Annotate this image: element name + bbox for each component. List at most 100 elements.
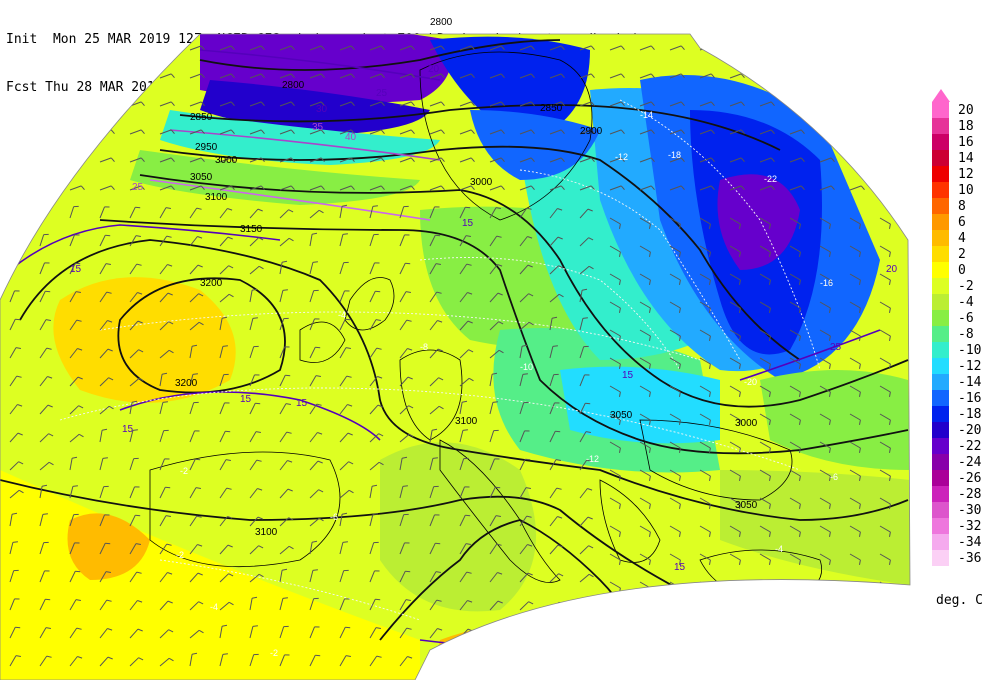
wind-barb xyxy=(819,301,831,309)
wind-barb-flag xyxy=(770,45,775,51)
wind-barb-flag xyxy=(769,587,771,593)
legend-swatch xyxy=(932,262,949,278)
wind-barb xyxy=(669,385,681,393)
wind-barb-flag xyxy=(799,503,801,509)
wind-barb xyxy=(699,101,712,107)
wind-barb xyxy=(129,571,138,583)
wind-barb-flag xyxy=(740,101,745,107)
wind-barb-flag xyxy=(889,447,891,453)
wind-barb xyxy=(309,101,322,107)
wind-barb xyxy=(9,185,22,191)
wind-barb xyxy=(369,101,382,107)
wind-barb-flag xyxy=(799,419,801,425)
wind-barb-flag xyxy=(859,335,861,341)
wind-barb-flag xyxy=(859,223,861,229)
wind-barb-flag xyxy=(318,209,324,214)
wind-barb-flag xyxy=(552,316,558,319)
wind-barb-flag xyxy=(105,263,111,265)
temp-label-14: -14 xyxy=(640,110,653,120)
wind-barb-flag xyxy=(290,185,295,191)
wind-barb-flag xyxy=(588,237,594,241)
legend-swatch xyxy=(932,118,949,134)
wind-barb xyxy=(789,357,801,365)
wind-barb-flag xyxy=(889,335,891,341)
wind-barb-flag xyxy=(890,101,895,107)
wind-barb xyxy=(579,654,585,667)
wind-barb-flag xyxy=(162,401,168,403)
wind-barb-flag xyxy=(107,656,113,660)
wind-barb xyxy=(339,514,343,527)
wind-barb-flag xyxy=(528,293,534,297)
wind-barb-flag xyxy=(228,573,234,577)
wind-barb-flag xyxy=(106,599,112,602)
wind-barb xyxy=(459,206,466,219)
wind-barb xyxy=(609,73,622,79)
wind-barb xyxy=(459,600,468,611)
wind-barb xyxy=(759,217,771,225)
wind-barb-flag xyxy=(470,157,475,163)
wind-barb-flag xyxy=(18,461,24,465)
wind-barb xyxy=(339,290,345,303)
wind-barb-flag xyxy=(47,376,53,379)
wind-barb-flag xyxy=(740,157,745,163)
wind-barb xyxy=(309,129,322,135)
wind-barb xyxy=(339,655,347,667)
wind-barb-flag xyxy=(739,503,741,509)
wind-barb-flag xyxy=(258,573,264,578)
wind-barb-flag xyxy=(587,208,593,212)
wind-barb xyxy=(579,402,586,415)
wind-barb-flag xyxy=(320,73,325,79)
wind-barb xyxy=(189,129,202,135)
wind-barb-flag xyxy=(679,335,681,341)
wind-barb-flag xyxy=(739,643,741,649)
wind-barb-flag xyxy=(619,279,621,285)
wind-barb-flag xyxy=(470,101,475,107)
wind-barb xyxy=(879,73,892,79)
wind-barb-flag xyxy=(829,391,831,397)
wind-barb xyxy=(39,157,52,163)
wind-barb-flag xyxy=(12,512,18,515)
wind-barb xyxy=(39,433,49,443)
wind-barb xyxy=(849,101,862,107)
wind-barb xyxy=(99,348,109,359)
wind-barb-flag xyxy=(257,516,263,520)
wind-barb-flag xyxy=(769,251,771,257)
wind-barb xyxy=(669,73,682,79)
wind-barb-flag xyxy=(136,571,142,574)
wind-barb xyxy=(339,626,346,639)
wind-barb xyxy=(129,377,140,387)
wind-barb xyxy=(189,402,195,415)
wind-barb-flag xyxy=(560,157,565,163)
wind-barb xyxy=(9,375,18,387)
wind-barb-flag xyxy=(587,488,593,491)
wind-barb xyxy=(519,402,525,415)
wind-barb xyxy=(369,157,382,163)
wind-barb xyxy=(189,458,196,471)
legend-swatch xyxy=(932,294,949,310)
wind-barb xyxy=(699,441,711,449)
wind-barb xyxy=(369,347,378,359)
wind-barb xyxy=(459,101,472,107)
wind-barb-flag xyxy=(799,587,801,593)
wind-barb-flag xyxy=(166,543,172,546)
wind-barb-flag xyxy=(740,45,745,51)
wind-barb xyxy=(9,432,19,443)
wind-barb xyxy=(819,385,831,393)
wind-barb-flag xyxy=(440,101,445,107)
wind-barb-flag xyxy=(860,157,865,163)
wind-barb-flag xyxy=(407,348,413,351)
wind-barb-flag xyxy=(619,475,621,481)
wind-barb xyxy=(219,626,223,639)
wind-barb-flag xyxy=(80,129,85,135)
legend-units-label: deg. C xyxy=(936,593,983,608)
wind-barb xyxy=(39,347,48,359)
legend-swatch xyxy=(932,230,949,246)
wind-barb xyxy=(9,101,22,107)
wind-barb-flag xyxy=(198,293,204,297)
wind-barb xyxy=(279,545,290,555)
wind-barb-flag xyxy=(465,235,471,237)
wind-barb xyxy=(39,627,47,639)
wind-barb-flag xyxy=(769,223,771,229)
wind-barb-flag xyxy=(830,129,835,135)
wind-barb xyxy=(489,45,502,51)
